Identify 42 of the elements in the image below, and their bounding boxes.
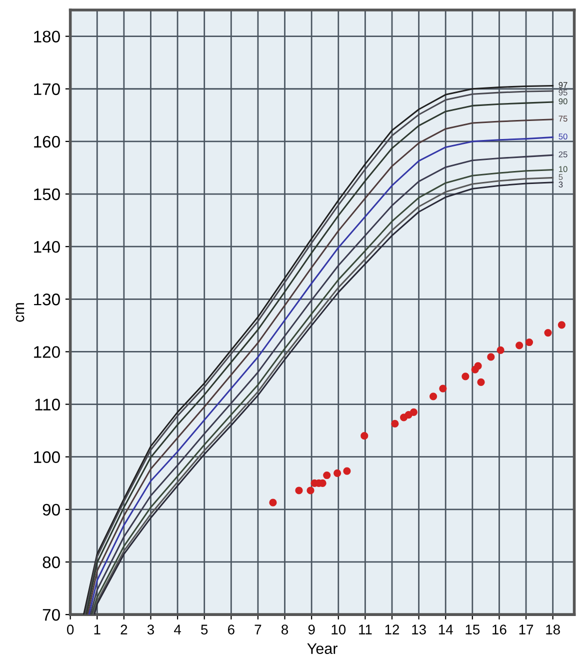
- series-label: 97: [558, 82, 568, 88]
- x-tick-label: 12: [385, 624, 400, 634]
- series-label: 10: [559, 166, 568, 172]
- y-tick-label: 180: [34, 30, 60, 43]
- x-tick-label: 9: [308, 624, 315, 634]
- x-tick-label: 4: [174, 624, 181, 634]
- x-tick-label: 13: [412, 624, 426, 634]
- y-tick-label: 80: [42, 556, 60, 568]
- y-tick-label: 130: [34, 294, 60, 306]
- x-tick-label: 6: [228, 624, 234, 634]
- y-axis-title: cm: [16, 303, 24, 322]
- y-tick-label: 100: [34, 451, 60, 464]
- series-label: 90: [558, 98, 568, 104]
- x-tick-label: 1: [94, 624, 100, 634]
- series-label: 75: [558, 116, 568, 122]
- y-tick-label: 170: [34, 83, 60, 96]
- series-label: 5: [558, 174, 563, 180]
- y-tick-label: 140: [34, 240, 60, 253]
- y-tick-label: 90: [42, 504, 60, 516]
- x-tick-label: 8: [282, 624, 288, 634]
- x-tick-label: 5: [201, 624, 208, 634]
- series-label: 25: [558, 151, 568, 158]
- y-tick-label: 160: [34, 136, 60, 148]
- x-tick-label: 15: [466, 624, 480, 634]
- y-tick-label: 120: [34, 346, 60, 358]
- series-label: 95: [558, 90, 568, 96]
- x-axis-title: Year: [307, 643, 338, 654]
- x-tick-label: 0: [67, 624, 74, 634]
- x-tick-label: 18: [546, 624, 560, 634]
- y-tick-label: 110: [35, 398, 60, 410]
- x-tick-label: 10: [332, 624, 346, 634]
- x-tick-label: 3: [147, 624, 154, 634]
- x-tick-label: 17: [519, 624, 534, 634]
- y-tick-label: 150: [34, 188, 60, 200]
- series-label: 3: [558, 182, 563, 188]
- x-tick-label: 7: [254, 624, 262, 634]
- y-tick-label: 70: [42, 608, 60, 621]
- x-tick-label: 11: [359, 624, 372, 634]
- x-tick-label: 2: [120, 624, 128, 634]
- series-label: 50: [558, 134, 568, 140]
- x-tick-label: 14: [438, 624, 453, 634]
- x-tick-label: 16: [492, 624, 506, 634]
